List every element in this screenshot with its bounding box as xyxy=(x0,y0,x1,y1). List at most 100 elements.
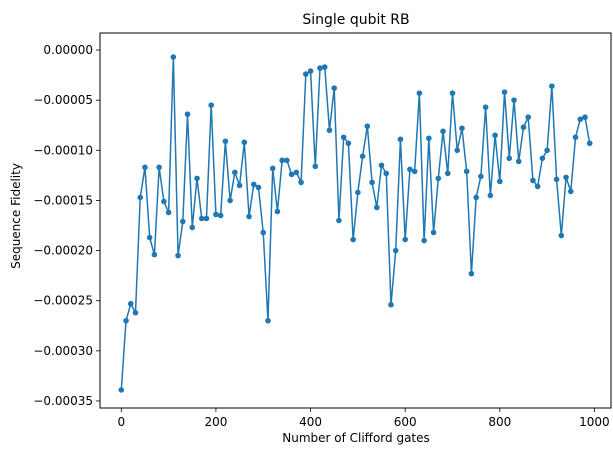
data-point xyxy=(544,147,550,154)
series-line xyxy=(120,56,591,391)
data-point xyxy=(284,157,290,164)
data-point xyxy=(407,166,413,173)
y-tick-label: 0.00000 xyxy=(43,43,93,57)
data-point xyxy=(241,139,248,146)
x-tick-label: 0 xyxy=(117,415,125,429)
data-point xyxy=(194,175,200,182)
data-point xyxy=(146,234,153,241)
data-point xyxy=(355,189,361,196)
data-point xyxy=(369,179,375,186)
data-point xyxy=(530,177,536,184)
y-tick-label: −0.00035 xyxy=(33,394,93,408)
data-point xyxy=(293,169,300,176)
data-point xyxy=(492,132,498,139)
data-point xyxy=(189,224,196,231)
data-point xyxy=(364,123,371,130)
data-point xyxy=(430,229,437,236)
data-point xyxy=(435,175,442,182)
data-point xyxy=(203,215,210,222)
data-point xyxy=(378,162,385,169)
data-point xyxy=(478,173,484,180)
data-point xyxy=(208,102,214,108)
data-point xyxy=(506,155,513,162)
data-point xyxy=(288,171,295,178)
data-point xyxy=(312,163,319,170)
data-point xyxy=(397,136,404,143)
data-point xyxy=(558,232,565,239)
data-point xyxy=(426,135,432,142)
data-point xyxy=(269,165,276,172)
y-tick-label: −0.00030 xyxy=(33,344,93,358)
data-point xyxy=(501,89,508,95)
data-point xyxy=(317,65,323,71)
data-point xyxy=(222,138,229,145)
data-point xyxy=(497,178,503,185)
x-tick-label: 1000 xyxy=(579,415,610,429)
data-point xyxy=(402,236,408,243)
data-point xyxy=(236,182,243,189)
data-point xyxy=(454,147,461,154)
data-point xyxy=(213,211,219,218)
data-point xyxy=(586,140,593,147)
chart-title: Single qubit RB xyxy=(302,12,409,28)
data-point xyxy=(449,90,456,96)
data-point xyxy=(260,229,267,236)
data-point xyxy=(463,168,470,175)
data-point xyxy=(515,158,522,165)
data-point xyxy=(525,114,531,121)
data-point xyxy=(142,164,148,171)
data-point xyxy=(298,179,304,186)
data-point xyxy=(549,83,555,89)
data-point xyxy=(165,209,172,216)
data-point xyxy=(421,237,427,244)
data-point xyxy=(279,157,285,164)
data-point xyxy=(246,213,252,220)
y-tick-label: −0.00010 xyxy=(33,143,93,157)
y-tick-label: −0.00020 xyxy=(33,244,93,258)
data-point xyxy=(161,198,167,205)
data-point xyxy=(350,236,356,243)
data-point xyxy=(321,64,328,70)
data-point xyxy=(567,188,574,195)
data-point xyxy=(118,387,125,393)
y-axis-label: Sequence Fidelity xyxy=(9,163,23,269)
data-point xyxy=(340,134,347,141)
data-point xyxy=(184,111,191,118)
data-point xyxy=(137,194,144,201)
data-point xyxy=(539,155,546,162)
data-point xyxy=(255,184,262,191)
data-point xyxy=(156,164,162,171)
data-point xyxy=(217,212,224,219)
data-point xyxy=(373,204,380,211)
data-point xyxy=(170,54,177,60)
data-point xyxy=(151,251,158,258)
data-point xyxy=(582,114,588,121)
axis-ticks: 0 200 400 600 800 1000 −0.00035 −0.00030 −0.0002… xyxy=(33,43,609,429)
data-point xyxy=(473,194,479,201)
data-point xyxy=(563,174,569,181)
x-tick-label: 600 xyxy=(394,415,417,429)
data-point xyxy=(411,168,418,175)
data-point xyxy=(274,208,281,215)
data-point xyxy=(392,247,399,254)
data-point xyxy=(198,215,205,222)
x-axis-label: Number of Clifford gates xyxy=(282,431,430,445)
data-point xyxy=(265,317,271,324)
data-point xyxy=(250,181,257,188)
data-point xyxy=(127,300,134,307)
data-point xyxy=(359,153,366,160)
y-tick-label: −0.00025 xyxy=(33,294,93,308)
data-point xyxy=(175,252,181,259)
data-point xyxy=(336,217,342,224)
data-point xyxy=(180,218,186,225)
data-point xyxy=(383,170,390,177)
data-point xyxy=(123,317,129,324)
data-point xyxy=(440,128,446,135)
data-point xyxy=(331,85,338,91)
data-point xyxy=(487,192,494,199)
x-tick-label: 200 xyxy=(204,415,227,429)
x-tick-label: 400 xyxy=(299,415,322,429)
data-point xyxy=(572,134,579,141)
data-point xyxy=(326,127,333,134)
